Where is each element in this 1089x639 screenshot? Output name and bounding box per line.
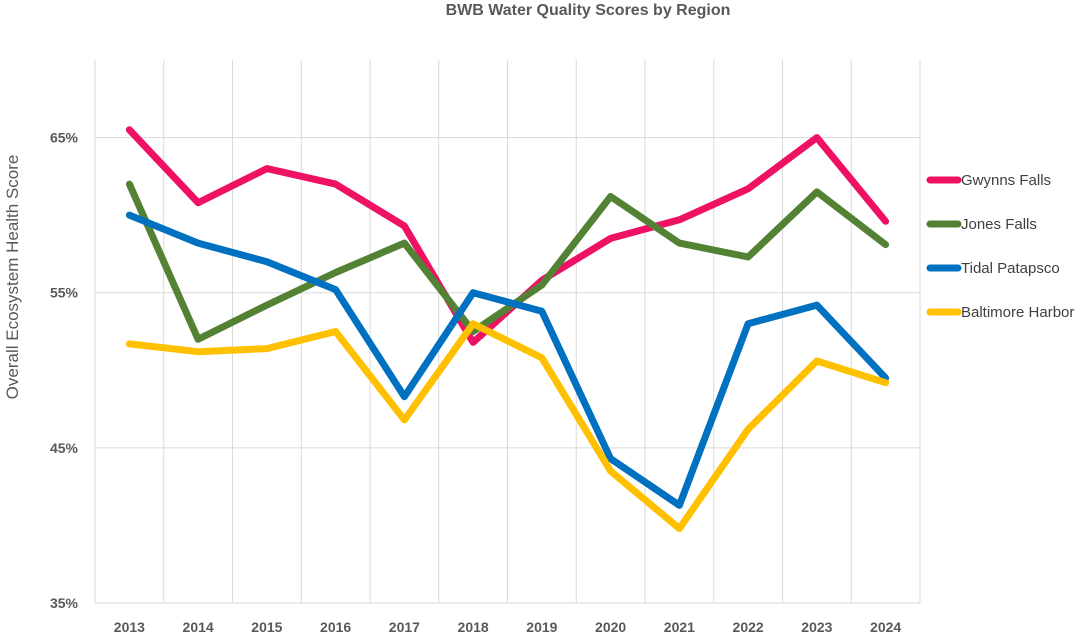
- y-tick-label: 55%: [50, 285, 79, 301]
- x-tick-label: 2015: [251, 619, 282, 635]
- y-tick-label: 65%: [50, 130, 79, 146]
- chart-title: BWB Water Quality Scores by Region: [446, 2, 731, 19]
- x-tick-label: 2013: [114, 619, 145, 635]
- y-tick-label: 35%: [50, 595, 79, 611]
- y-axis-label: Overall Ecosystem Health Score: [3, 155, 22, 400]
- x-tick-label: 2018: [458, 619, 489, 635]
- legend-label-jones-falls: Jones Falls: [961, 216, 1037, 233]
- x-tick-label: 2021: [664, 619, 695, 635]
- legend-label-tidal-patapsco: Tidal Patapsco: [961, 260, 1060, 277]
- y-axis-ticks: 35% 45% 55% 65%: [50, 130, 79, 611]
- x-tick-label: 2023: [801, 619, 832, 635]
- legend-label-gwynns-falls: Gwynns Falls: [961, 172, 1051, 189]
- x-axis-ticks: 2013 2014 2015 2016 2017 2018 2019 2020 2021 2022…: [114, 619, 902, 635]
- x-tick-label: 2019: [526, 619, 557, 635]
- x-tick-label: 2024: [870, 619, 901, 635]
- series-line-baltimore-harbor: [125, 320, 890, 532]
- x-tick-label: 2014: [183, 619, 214, 635]
- legend-label-baltimore-harbor: Baltimore Harbor: [961, 304, 1074, 321]
- x-tick-label: 2016: [320, 619, 351, 635]
- gridlines: [94, 60, 921, 604]
- y-tick-label: 45%: [50, 440, 79, 456]
- x-tick-label: 2017: [389, 619, 420, 635]
- series-line-tidal-patapsco: [125, 211, 890, 509]
- series-line-jones-falls: [125, 180, 890, 343]
- legend: Gwynns Falls Jones Falls Tidal Patapsco Bal…: [926, 172, 1074, 321]
- x-tick-label: 2020: [595, 619, 626, 635]
- x-tick-label: 2022: [733, 619, 764, 635]
- series-lines: [125, 126, 890, 532]
